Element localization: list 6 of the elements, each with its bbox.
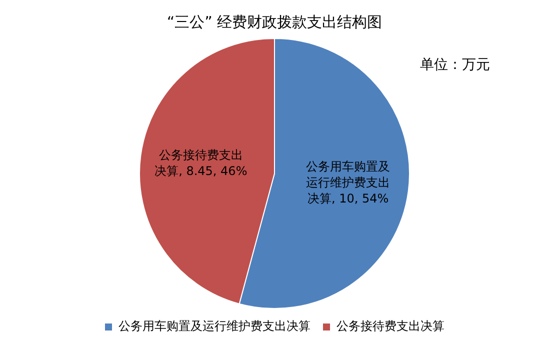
text: 单位：万元 (420, 56, 490, 74)
data-label: 公务接待费支出决算, 8.45, 46% (154, 148, 248, 178)
legend-label: 公务用车购置及运行维护费支出决算 (118, 319, 310, 334)
data-label: 公务用车购置及运行维护费支出决算, 10, 54% (306, 159, 390, 206)
legend-label: 公务接待费支出决算 (336, 319, 444, 334)
chart-title: “三公” 经费财政拨款支出结构图 (166, 12, 382, 31)
